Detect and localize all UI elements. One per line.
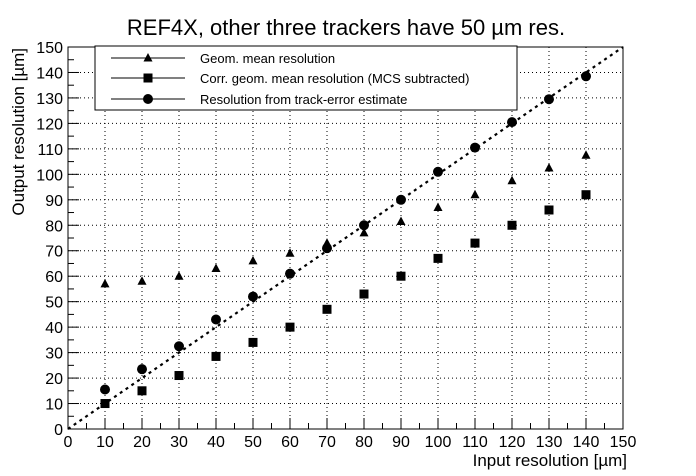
- x-tick-label: 40: [207, 434, 225, 451]
- square-point: [322, 304, 332, 314]
- triangle-point: [248, 255, 258, 265]
- y-axis-title: Output resolution [µm]: [9, 48, 28, 216]
- y-tick-label: 10: [45, 397, 63, 414]
- square-point: [137, 386, 147, 396]
- grid: [68, 47, 623, 429]
- square-point: [100, 399, 110, 409]
- square-point: [470, 238, 480, 248]
- y-tick-label: 130: [36, 91, 63, 108]
- x-tick-label: 120: [499, 434, 526, 451]
- circle-point: [248, 291, 258, 302]
- triangle-point: [359, 227, 369, 237]
- circle-point: [211, 314, 221, 325]
- y-tick-label: 0: [54, 422, 63, 439]
- triangle-point: [433, 202, 443, 211]
- triangle-point: [396, 216, 406, 225]
- x-tick-label: 0: [64, 434, 73, 451]
- circle-point: [100, 384, 110, 395]
- legend-square-marker: [143, 73, 153, 83]
- circle-point: [396, 194, 406, 205]
- x-tick-label: 140: [573, 434, 600, 451]
- y-tick-label: 40: [45, 320, 63, 337]
- square-point: [507, 220, 517, 230]
- x-tick-label: 60: [281, 434, 299, 451]
- legend-label: Resolution from track-error estimate: [200, 92, 407, 107]
- triangle-point: [581, 150, 591, 159]
- circle-point: [581, 71, 591, 82]
- x-tick-label: 70: [318, 434, 336, 451]
- legend-circle-marker: [143, 94, 153, 104]
- y-tick-label: 140: [36, 65, 63, 82]
- circle-point: [322, 243, 332, 254]
- square-point: [396, 271, 406, 281]
- square-point: [359, 289, 369, 299]
- circle-point: [137, 364, 147, 375]
- y-tick-label: 50: [45, 295, 63, 312]
- y-tick-label: 80: [45, 218, 63, 235]
- triangle-point: [100, 278, 110, 288]
- x-tick-label: 50: [244, 434, 262, 451]
- y-tick-label: 90: [45, 193, 63, 210]
- axis-ticks: 0 10 20 30 40 50 60 70 80 90 100 110 120 130 140 150 0 10…: [36, 40, 636, 451]
- circle-point: [507, 117, 517, 128]
- x-tick-label: 90: [392, 434, 410, 451]
- y-tick-label: 100: [36, 167, 63, 184]
- square-point: [174, 371, 184, 381]
- triangle-point: [285, 248, 295, 257]
- y-tick-label: 60: [45, 269, 63, 286]
- square-point: [433, 253, 443, 263]
- circle-point: [359, 220, 369, 231]
- y-tick-label: 120: [36, 116, 63, 133]
- y-tick-label: 70: [45, 244, 63, 261]
- triangle-point: [174, 271, 184, 280]
- legend-label: Corr. geom. mean resolution (MCS subtrac…: [200, 71, 470, 86]
- square-point: [544, 205, 554, 215]
- triangle-point: [544, 162, 554, 172]
- series-square: [100, 190, 591, 409]
- y-tick-label: 150: [36, 40, 63, 57]
- circle-point: [174, 341, 184, 352]
- x-tick-label: 20: [133, 434, 151, 451]
- x-tick-label: 130: [536, 434, 563, 451]
- series-circle: [100, 71, 591, 395]
- triangle-point: [470, 189, 480, 199]
- circle-point: [285, 268, 295, 279]
- x-tick-label: 10: [96, 434, 114, 451]
- circle-point: [544, 94, 554, 105]
- circle-point: [433, 166, 443, 177]
- y-tick-label: 110: [37, 142, 63, 159]
- y-tick-label: 30: [45, 346, 63, 363]
- chart-title: REF4X, other three trackers have 50 µm r…: [127, 15, 565, 40]
- x-tick-label: 110: [462, 434, 488, 451]
- x-tick-label: 30: [170, 434, 188, 451]
- triangle-point: [137, 276, 147, 285]
- square-point: [581, 190, 591, 200]
- square-point: [285, 322, 295, 332]
- triangle-point: [507, 175, 517, 185]
- x-tick-label: 80: [355, 434, 373, 451]
- square-point: [248, 337, 258, 347]
- x-tick-label: 100: [425, 434, 452, 451]
- legend-triangle-marker: [143, 53, 153, 62]
- y-tick-label: 20: [45, 371, 63, 388]
- x-axis-title: Input resolution [µm]: [473, 451, 627, 470]
- circle-point: [470, 142, 480, 153]
- legend: Geom. mean resolution Corr. geom. mean re…: [94, 45, 518, 111]
- reference-line: [67, 46, 624, 430]
- data-marks: [100, 71, 591, 409]
- square-point: [211, 351, 221, 361]
- x-tick-label: 150: [610, 434, 637, 451]
- triangle-point: [211, 263, 221, 273]
- legend-label: Geom. mean resolution: [200, 51, 335, 66]
